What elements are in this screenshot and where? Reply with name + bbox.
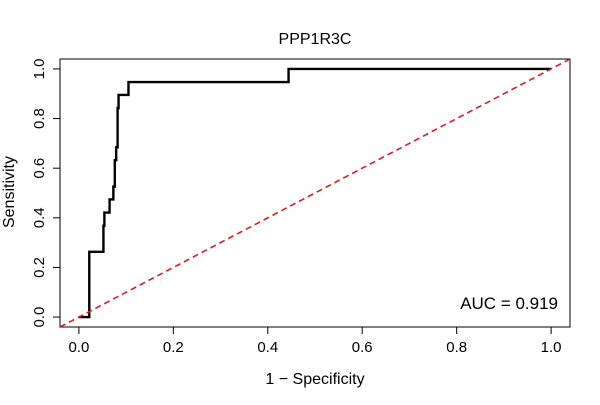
y-axis-label: Sensitivity <box>1 156 18 228</box>
y-tick-label: 0.4 <box>31 207 48 228</box>
auc-annotation: AUC = 0.919 <box>460 294 558 313</box>
x-tick-label: 0.0 <box>68 339 89 356</box>
x-tick-label: 0.2 <box>163 339 184 356</box>
y-tick-label: 0.2 <box>31 257 48 278</box>
x-tick-label: 0.4 <box>257 339 278 356</box>
x-tick-label: 0.8 <box>446 339 467 356</box>
x-tick-label: 0.6 <box>352 339 373 356</box>
x-axis-label: 1 − Specificity <box>265 371 364 388</box>
chart-title: PPP1R3C <box>279 31 352 48</box>
plot-frame <box>59 58 571 328</box>
y-tick-label: 0.0 <box>31 307 48 328</box>
roc-curve-line <box>78 67 552 319</box>
plot-area: 0.0 0.2 0.4 0.6 0.8 1.0 0.0 0.2 0.4 0.6 0.8 1.0 <box>31 58 571 356</box>
y-tick-label: 0.6 <box>31 158 48 179</box>
reference-diagonal-line <box>60 59 570 327</box>
y-tick-label: 0.8 <box>31 108 48 129</box>
x-tick-label: 1.0 <box>541 339 562 356</box>
y-tick-label: 1.0 <box>31 58 48 79</box>
